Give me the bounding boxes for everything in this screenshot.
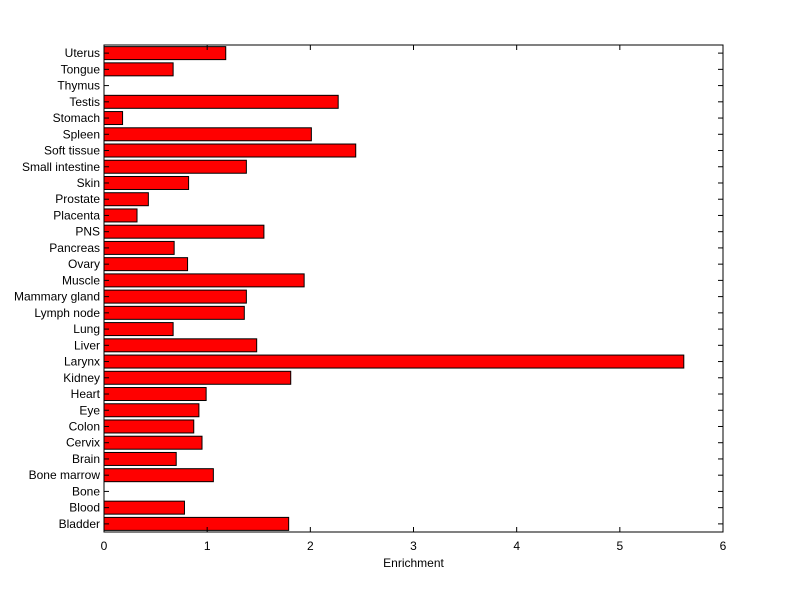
bar-muscle <box>103 273 305 288</box>
category-label-skin: Skin <box>77 176 100 190</box>
bar-mammary-gland <box>103 289 247 304</box>
x-tick-label-0: 0 <box>101 539 108 553</box>
x-tick-label-3: 3 <box>410 539 417 553</box>
category-label-mammary-gland: Mammary gland <box>14 290 100 304</box>
category-label-lung: Lung <box>73 322 100 336</box>
category-label-spleen: Spleen <box>63 127 100 141</box>
category-label-pancreas: Pancreas <box>49 241 100 255</box>
bar-eye <box>103 403 200 418</box>
bar-small-intestine <box>103 159 247 174</box>
category-label-thymus: Thymus <box>57 79 100 93</box>
bar-larynx <box>103 354 685 369</box>
x-axis-label: Enrichment <box>383 556 444 570</box>
category-label-colon: Colon <box>69 419 100 433</box>
category-label-bone-marrow: Bone marrow <box>29 468 101 482</box>
category-label-muscle: Muscle <box>62 273 100 287</box>
category-label-brain: Brain <box>72 452 100 466</box>
plot-frame <box>103 44 724 533</box>
category-labels: Uterus Tongue Thymus Testis Stomach Spleen Sof… <box>14 46 101 531</box>
bar-soft-tissue <box>103 143 357 158</box>
bar-ovary <box>103 257 189 272</box>
category-label-eye: Eye <box>79 403 100 417</box>
category-label-placenta: Placenta <box>53 208 100 222</box>
category-label-cervix: Cervix <box>66 436 100 450</box>
category-label-heart: Heart <box>71 387 101 401</box>
x-tick-labels: 0 1 2 3 4 5 6 <box>101 539 727 553</box>
bar-lymph-node <box>103 305 245 320</box>
bar-testis <box>103 94 339 109</box>
category-label-uterus: Uterus <box>65 46 100 60</box>
category-label-soft-tissue: Soft tissue <box>44 144 100 158</box>
x-tick-label-2: 2 <box>307 539 314 553</box>
x-tick-label-1: 1 <box>204 539 211 553</box>
category-label-tongue: Tongue <box>61 62 101 76</box>
category-label-bladder: Bladder <box>59 517 100 531</box>
category-label-ovary: Ovary <box>68 257 100 271</box>
bars-group <box>103 46 685 531</box>
x-tick-label-4: 4 <box>513 539 520 553</box>
bar-heart <box>103 387 207 402</box>
category-label-kidney: Kidney <box>63 371 100 385</box>
category-label-stomach: Stomach <box>53 111 100 125</box>
bar-liver <box>103 338 258 353</box>
category-label-pns: PNS <box>75 225 100 239</box>
category-label-small-intestine: Small intestine <box>22 160 100 174</box>
category-label-prostate: Prostate <box>55 192 100 206</box>
bar-kidney <box>103 370 292 385</box>
bar-colon <box>103 419 195 434</box>
category-label-liver: Liver <box>74 338 100 352</box>
bar-spleen <box>103 127 312 142</box>
category-label-testis: Testis <box>69 95 100 109</box>
bar-lung <box>103 322 174 337</box>
bar-brain <box>103 451 177 466</box>
bar-bladder <box>103 516 290 531</box>
category-label-lymph-node: Lymph node <box>34 306 100 320</box>
bar-prostate <box>103 192 149 207</box>
bar-pancreas <box>103 240 175 255</box>
bar-cervix <box>103 435 203 450</box>
ticks-group <box>103 45 724 532</box>
bar-pns <box>103 224 265 239</box>
category-label-blood: Blood <box>69 501 100 515</box>
bar-blood <box>103 500 185 515</box>
x-tick-label-6: 6 <box>720 539 727 553</box>
category-label-bone: Bone <box>72 484 100 498</box>
bar-bone-marrow <box>103 468 214 483</box>
bar-tongue <box>103 62 174 77</box>
category-label-larynx: Larynx <box>64 355 100 369</box>
x-tick-label-5: 5 <box>616 539 623 553</box>
bar-skin <box>103 175 190 190</box>
